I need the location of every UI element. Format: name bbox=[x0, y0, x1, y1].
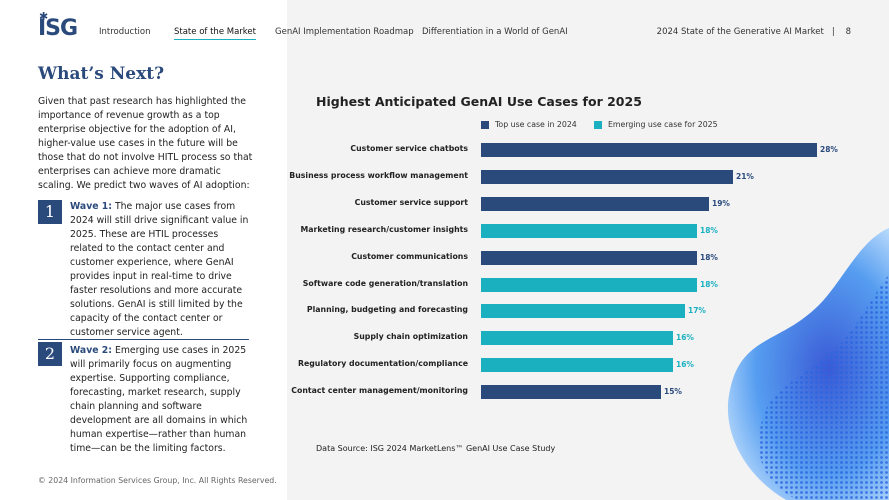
value-label: 21% bbox=[736, 171, 754, 181]
top-nav: ✱ ISG Introduction State of the Market Ge… bbox=[0, 0, 889, 60]
bar-row: Customer service chatbots 28% bbox=[287, 143, 889, 157]
bar-row: Marketing research/customer insights 18% bbox=[287, 223, 889, 238]
data-source: Data Source: ISG 2024 MarketLens™ GenAI … bbox=[316, 444, 556, 453]
star-icon: ✱ bbox=[39, 10, 48, 23]
page-number: 8 bbox=[845, 27, 851, 37]
bar-row: Customer service support 19% bbox=[287, 196, 889, 211]
category-label: Planning, budgeting and forecasting bbox=[306, 305, 468, 315]
bar bbox=[481, 143, 817, 157]
wave-1: 1 Wave 1: The major use cases from 2024 … bbox=[38, 200, 249, 340]
wave-number: 1 bbox=[38, 200, 62, 224]
value-label: 28% bbox=[820, 145, 838, 154]
bar bbox=[481, 196, 709, 211]
doc-title: 2024 State of the Generative AI Market bbox=[656, 27, 824, 37]
legend-item-2024: Top use case in 2024 bbox=[481, 120, 577, 129]
value-label: 15% bbox=[664, 387, 682, 397]
wave-title: Wave 1: bbox=[70, 201, 112, 212]
value-label: 19% bbox=[712, 198, 730, 208]
bar-row: Business process workflow management 21% bbox=[287, 169, 889, 184]
value-label: 16% bbox=[676, 333, 694, 343]
value-label: 18% bbox=[700, 279, 718, 289]
value-label: 17% bbox=[688, 306, 706, 316]
bar-row: Contact center management/monitoring 15% bbox=[287, 385, 889, 400]
bar bbox=[481, 304, 685, 319]
page-heading: What’s Next? bbox=[38, 64, 165, 84]
legend-swatch bbox=[481, 120, 489, 129]
category-label: Contact center management/monitoring bbox=[291, 386, 468, 396]
legend-item-2025: Emerging use case for 2025 bbox=[594, 120, 718, 129]
category-label: Customer communications bbox=[351, 251, 468, 261]
page-info: 2024 State of the Generative AI Market |… bbox=[656, 27, 851, 37]
copyright: © 2024 Information Services Group, Inc. … bbox=[38, 476, 277, 485]
bar bbox=[481, 331, 673, 346]
wave-number: 2 bbox=[38, 342, 62, 366]
bar bbox=[481, 358, 673, 373]
wave-2: 2 Wave 2: Emerging use cases in 2025 wil… bbox=[38, 342, 249, 458]
value-label: 16% bbox=[676, 360, 694, 370]
category-label: Customer service chatbots bbox=[350, 144, 468, 153]
nav-introduction[interactable]: Introduction bbox=[99, 27, 151, 37]
category-label: Supply chain optimization bbox=[353, 332, 468, 342]
legend-swatch bbox=[594, 120, 602, 129]
bar-row: Software code generation/translation 18% bbox=[287, 277, 889, 292]
category-label: Software code generation/translation bbox=[302, 278, 468, 288]
bar-row: Planning, budgeting and forecasting 17% bbox=[287, 304, 889, 319]
isg-logo[interactable]: ✱ ISG bbox=[38, 10, 78, 41]
bar bbox=[481, 223, 697, 238]
chart-panel: Highest Anticipated GenAI Use Cases for … bbox=[287, 0, 889, 500]
decorative-3d-wave-graphic bbox=[727, 227, 889, 500]
chart-title: Highest Anticipated GenAI Use Cases for … bbox=[316, 94, 642, 109]
nav-differentiation[interactable]: Differentiation in a World of GenAI bbox=[422, 27, 568, 37]
value-label: 18% bbox=[700, 225, 718, 235]
nav-state-of-the-market[interactable]: State of the Market bbox=[174, 27, 256, 40]
bar-row: Supply chain optimization 16% bbox=[287, 331, 889, 346]
category-label: Customer service support bbox=[354, 197, 468, 207]
wave-title: Wave 2: bbox=[70, 345, 112, 356]
bar bbox=[481, 277, 697, 292]
intro-text: Given that past research has highlighted… bbox=[38, 96, 253, 191]
bar-row: Customer communications 18% bbox=[287, 250, 889, 265]
wave-text: The major use cases from 2024 will still… bbox=[70, 201, 249, 338]
value-label: 18% bbox=[700, 252, 718, 262]
nav-genai-roadmap[interactable]: GenAI Implementation Roadmap bbox=[275, 27, 414, 37]
bar bbox=[481, 385, 661, 400]
bar bbox=[481, 250, 697, 265]
category-label: Marketing research/customer insights bbox=[300, 224, 468, 234]
category-label: Business process workflow management bbox=[289, 170, 468, 180]
category-label: Regulatory documentation/compliance bbox=[297, 359, 468, 369]
wave-text: Emerging use cases in 2025 will primaril… bbox=[70, 345, 248, 454]
bar-row: Regulatory documentation/compliance 16% bbox=[287, 358, 889, 373]
bar bbox=[481, 169, 733, 184]
left-panel: What’s Next? Given that past research ha… bbox=[0, 0, 287, 500]
